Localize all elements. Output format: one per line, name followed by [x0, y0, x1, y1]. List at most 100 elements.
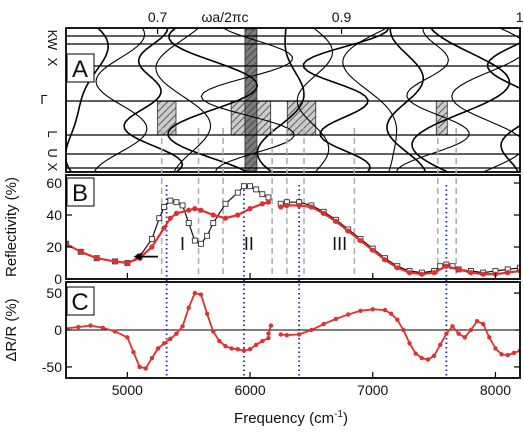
delta-r-point: [309, 327, 314, 333]
data-point-dot: [468, 270, 474, 276]
delta-r-point: [88, 323, 93, 328]
band-curve: [486, 42, 520, 172]
series-line: [280, 204, 520, 276]
delta-r-point: [204, 311, 210, 316]
k-point-label: K: [45, 30, 60, 39]
delta-r-point: [266, 331, 271, 336]
panel-b-frame: [65, 174, 521, 280]
data-point-square: [148, 236, 155, 242]
delta-r-point: [168, 336, 173, 342]
delta-r-point: [192, 290, 198, 296]
band-curve: [93, 28, 148, 172]
data-point-dot: [259, 201, 265, 207]
delta-r-point: [112, 329, 118, 334]
data-point-dot: [370, 247, 376, 253]
panel-label-a-box: [66, 53, 95, 83]
delta-r-point: [211, 329, 216, 334]
delta-r-point: [505, 352, 510, 358]
delta-r-point: [253, 342, 259, 347]
b-y-tick-label: 20: [46, 239, 62, 255]
delta-r-point: [260, 338, 265, 344]
delta-r-point: [431, 353, 437, 359]
gap-3: [230, 100, 246, 136]
data-point-dot: [333, 218, 339, 224]
data-point-dot: [173, 210, 180, 216]
band-labels: I II III: [180, 234, 347, 254]
data-point-dot: [161, 225, 167, 231]
data-point-dot: [394, 265, 400, 271]
band-curve: [155, 28, 212, 172]
data-point-dot: [345, 228, 351, 234]
delta-r-point: [499, 352, 504, 357]
data-point-square: [222, 200, 229, 207]
delta-r-point: [346, 312, 351, 317]
c-x-tick-label: 5000: [112, 382, 143, 398]
band-curve: [302, 28, 390, 172]
band-curve: [66, 28, 110, 172]
data-point-square: [167, 197, 174, 204]
delta-r-point: [137, 364, 142, 370]
data-point-dot: [406, 270, 413, 276]
gap-5: [286, 100, 317, 136]
c-y-tick-label: -50: [42, 359, 62, 375]
delta-r-point: [444, 331, 449, 336]
data-point-dot: [480, 271, 486, 277]
k-point-label: L: [45, 130, 60, 137]
k-point-label: Γ: [40, 92, 47, 107]
data-point-dot: [456, 266, 462, 272]
delta-r-point: [76, 324, 81, 330]
b-y-ticks: 0 20 40 60: [46, 175, 520, 287]
delta-r-point: [149, 355, 155, 361]
band-curve: [342, 28, 398, 172]
k-point-grid: [66, 35, 520, 169]
c-x-tick-label: 6000: [234, 382, 265, 398]
c-y-axis-label: ΔR/R (%): [3, 298, 20, 361]
data-point-square: [191, 237, 198, 244]
delta-r-point: [425, 357, 431, 362]
delta-r-point: [266, 335, 271, 341]
vertical-guides: [160, 128, 457, 378]
delta-r-point: [241, 348, 247, 353]
band-curve: [296, 28, 334, 172]
delta-r-point: [370, 307, 375, 312]
data-point-square: [204, 232, 211, 239]
delta-r-point: [450, 324, 455, 329]
data-point-dot: [265, 199, 272, 205]
delta-r-series: [66, 290, 520, 371]
delta-r-point: [333, 316, 339, 322]
band-curve: [451, 28, 520, 172]
b-y-axis-label: Reflectivity (%): [3, 177, 20, 277]
gap-1: [157, 100, 177, 136]
band-curve: [411, 28, 511, 172]
arrow-annotation: [133, 252, 159, 261]
data-point-dot: [321, 210, 327, 216]
k-point-label: W: [45, 38, 60, 51]
b-y-tick-label: 40: [46, 207, 62, 223]
data-point-dot: [210, 212, 216, 218]
delta-r-point: [278, 332, 283, 337]
delta-r-point: [155, 346, 161, 351]
data-point-square: [179, 202, 186, 209]
top-tick-label: 0.7: [148, 9, 168, 25]
delta-r-line: [280, 308, 520, 361]
data-point-square: [259, 191, 266, 198]
data-point-dot: [419, 271, 425, 277]
data-point-dot: [78, 249, 84, 255]
delta-r-point: [229, 346, 234, 351]
delta-r-point: [474, 318, 480, 324]
delta-r-point: [395, 317, 400, 322]
photonic-gaps: [157, 28, 448, 172]
data-point-square: [234, 189, 241, 196]
k-point-label: X: [45, 58, 60, 67]
data-point-dot: [149, 244, 155, 250]
delta-r-point: [247, 347, 253, 352]
c-y-tick-label: 50: [46, 285, 62, 301]
c-x-tick-label: 7000: [357, 382, 388, 398]
data-point-square: [156, 215, 163, 222]
delta-r-point: [100, 325, 106, 330]
b-y-tick-label: 60: [46, 175, 62, 191]
data-point-dot: [186, 207, 192, 213]
data-point-dot: [112, 258, 118, 264]
